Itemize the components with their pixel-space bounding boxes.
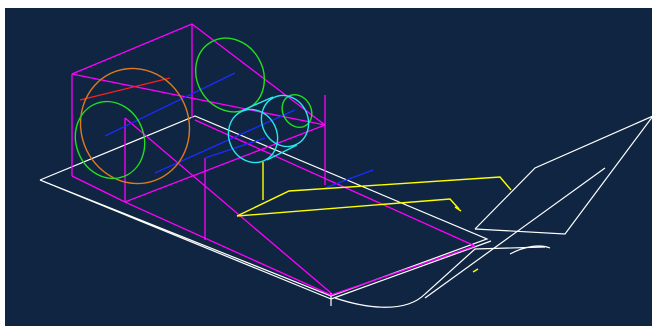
green-ring-front bbox=[74, 100, 146, 180]
tail-plate-hook bbox=[509, 245, 551, 255]
spool-edge-bottom bbox=[266, 144, 298, 161]
spool-ring-left bbox=[227, 108, 279, 164]
cad-viewport[interactable] bbox=[5, 8, 652, 326]
shaft-axis-low bbox=[204, 137, 266, 159]
housing-lower-edge bbox=[71, 175, 126, 203]
housing-diagonal-a bbox=[124, 117, 332, 294]
wire-outer-loop bbox=[236, 176, 512, 217]
housing-diagonal-b bbox=[194, 119, 476, 247]
housing-base-front bbox=[124, 201, 332, 296]
tail-plate-link bbox=[424, 167, 606, 299]
housing-base-right bbox=[330, 245, 476, 296]
tail-plate-outline bbox=[474, 115, 652, 235]
wire-tick-a bbox=[454, 206, 462, 212]
wire-tick-b bbox=[472, 268, 479, 273]
wire-harness bbox=[236, 162, 512, 273]
base-plate-outline bbox=[39, 115, 489, 297]
housing-cross-bar bbox=[124, 124, 326, 203]
accent-segment bbox=[79, 77, 171, 101]
large-ring bbox=[79, 67, 191, 185]
tail-plate-curve bbox=[334, 246, 546, 308]
housing-roof-edge bbox=[71, 73, 326, 126]
tail-plate bbox=[334, 115, 652, 308]
base-plate-front-edge bbox=[39, 179, 332, 300]
spool bbox=[227, 94, 310, 164]
base-plate bbox=[39, 115, 492, 306]
spool-edge-top bbox=[240, 96, 274, 112]
shaft-axis-right bbox=[324, 169, 374, 189]
viewport-background bbox=[5, 8, 652, 326]
wireframe-canvas[interactable] bbox=[5, 8, 652, 326]
housing-frame bbox=[71, 23, 476, 296]
spool-ring-right bbox=[260, 94, 310, 148]
wire-inner-loop bbox=[236, 198, 460, 217]
base-plate-edge-right bbox=[330, 240, 492, 300]
shaft-axis-left bbox=[104, 72, 236, 137]
